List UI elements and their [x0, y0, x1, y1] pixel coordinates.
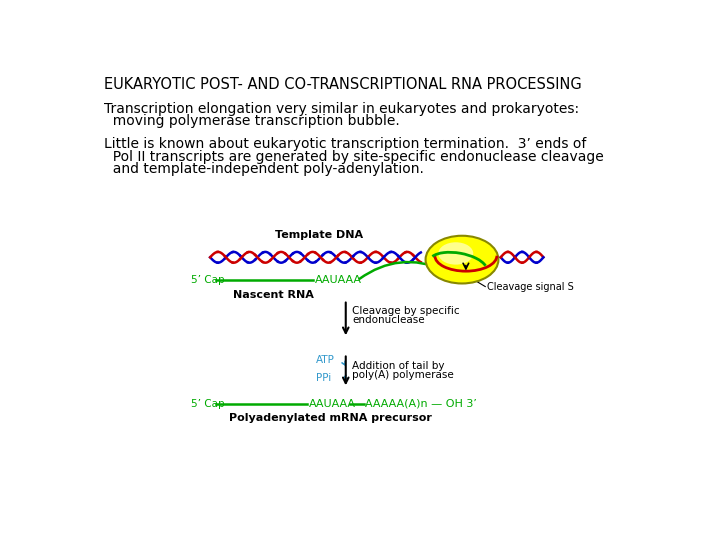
Text: Polyadenylated mRNA precursor: Polyadenylated mRNA precursor — [229, 413, 432, 423]
Text: AAAAA(A)n — OH 3’: AAAAA(A)n — OH 3’ — [365, 399, 477, 409]
Text: AAUAAA: AAUAAA — [309, 399, 356, 409]
Text: Addition of tail by: Addition of tail by — [352, 361, 444, 372]
Text: AAUAAA: AAUAAA — [315, 275, 361, 286]
Text: Nascent RNA: Nascent RNA — [233, 289, 314, 300]
Text: Cleavage signal S: Cleavage signal S — [487, 281, 574, 292]
Ellipse shape — [426, 236, 498, 284]
Text: EUKARYOTIC POST- AND CO-TRANSCRIPTIONAL RNA PROCESSING: EUKARYOTIC POST- AND CO-TRANSCRIPTIONAL … — [104, 77, 582, 92]
FancyArrowPatch shape — [359, 262, 444, 279]
Text: Template DNA: Template DNA — [274, 231, 363, 240]
FancyArrowPatch shape — [342, 361, 345, 365]
Text: and template-independent poly-adenylation.: and template-independent poly-adenylatio… — [104, 162, 424, 176]
Text: ATP: ATP — [316, 355, 336, 365]
Text: poly(A) polymerase: poly(A) polymerase — [352, 370, 454, 381]
Text: 5’ Cap: 5’ Cap — [191, 399, 225, 409]
Text: 5’ Cap: 5’ Cap — [191, 275, 225, 286]
Text: Cleavage by specific: Cleavage by specific — [352, 306, 459, 316]
Ellipse shape — [438, 242, 473, 265]
Text: Little is known about eukaryotic transcription termination.  3’ ends of: Little is known about eukaryotic transcr… — [104, 137, 586, 151]
Text: Transcription elongation very similar in eukaryotes and prokaryotes:: Transcription elongation very similar in… — [104, 102, 579, 116]
Text: Pol II transcripts are generated by site-specific endonuclease cleavage: Pol II transcripts are generated by site… — [104, 150, 603, 164]
Text: moving polymerase transcription bubble.: moving polymerase transcription bubble. — [104, 114, 400, 128]
Text: PPi: PPi — [316, 373, 331, 383]
Text: endonuclease: endonuclease — [352, 315, 425, 325]
FancyArrowPatch shape — [343, 375, 348, 379]
